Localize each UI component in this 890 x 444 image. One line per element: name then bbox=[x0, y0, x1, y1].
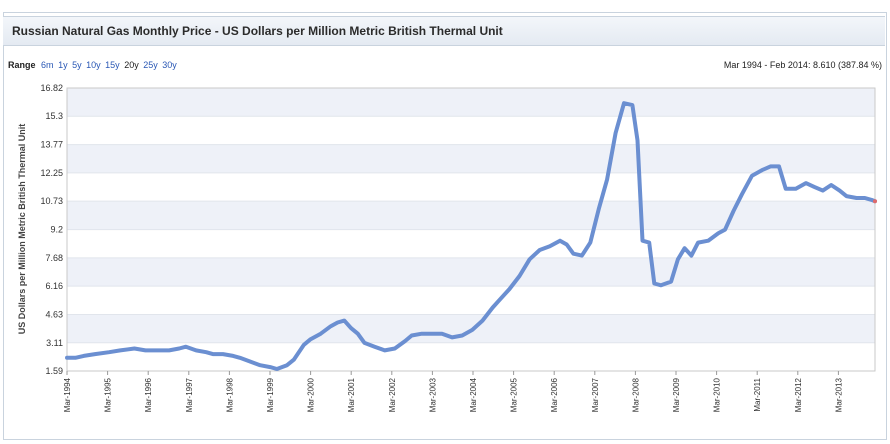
y-tick-label: 9.2 bbox=[50, 225, 63, 235]
x-tick-label: Mar-1997 bbox=[185, 377, 194, 412]
x-tick-label: Mar-2001 bbox=[347, 377, 356, 412]
range-selector: Range 6m 1y 5y 10y 15y 20y 25y 30y bbox=[8, 60, 179, 70]
plot-area bbox=[66, 87, 876, 372]
y-tick-label: 10.73 bbox=[40, 196, 63, 206]
y-tick-label: 13.77 bbox=[40, 140, 63, 150]
series-points bbox=[66, 103, 877, 370]
last-point-marker bbox=[873, 199, 877, 204]
x-tick-label: Mar-2006 bbox=[550, 377, 559, 412]
x-tick-label: Mar-2011 bbox=[753, 377, 762, 411]
x-tick-label: Mar-1999 bbox=[266, 377, 275, 412]
x-tick-label: Mar-2004 bbox=[469, 377, 478, 412]
x-tick-label: Mar-2007 bbox=[591, 377, 600, 412]
range-25y[interactable]: 25y bbox=[143, 60, 158, 70]
range-6m[interactable]: 6m bbox=[41, 60, 54, 70]
x-tick-label: Mar-1994 bbox=[63, 377, 72, 412]
range-summary: Mar 1994 - Feb 2014: 8.610 (387.84 %) bbox=[723, 60, 882, 70]
x-axis-ticks: Mar-1994 Mar-1995 Mar-1996 Mar-1997 Mar-1998… bbox=[63, 371, 843, 412]
x-tick-label: Mar-2002 bbox=[388, 377, 397, 412]
range-1y[interactable]: 1y bbox=[58, 60, 68, 70]
x-tick-label: Mar-2010 bbox=[713, 377, 722, 412]
x-tick-label: Mar-2000 bbox=[307, 377, 316, 412]
x-tick-label: Mar-2003 bbox=[428, 377, 437, 412]
y-tick-label: 3.11 bbox=[46, 338, 63, 348]
grid-band bbox=[67, 257, 875, 287]
y-axis-ticks: 1.59 3.11 4.63 6.16 7.68 9.2 10.73 12.25 13.77 15… bbox=[40, 83, 63, 376]
y-tick-label: 12.25 bbox=[40, 168, 63, 178]
range-20y[interactable]: 20y bbox=[124, 60, 139, 70]
range-10y[interactable]: 10y bbox=[86, 60, 101, 70]
range-30y[interactable]: 30y bbox=[162, 60, 177, 70]
grid-band bbox=[67, 88, 875, 117]
y-tick-label: 16.82 bbox=[40, 83, 63, 93]
x-tick-label: Mar-1996 bbox=[144, 377, 153, 412]
chart-bands bbox=[67, 88, 875, 343]
range-15y[interactable]: 15y bbox=[105, 60, 120, 70]
y-tick-label: 7.68 bbox=[45, 253, 63, 263]
grid-band bbox=[67, 144, 875, 173]
grid-band bbox=[67, 201, 875, 230]
x-tick-label: Mar-2012 bbox=[794, 377, 803, 412]
x-tick-label: Mar-2009 bbox=[672, 377, 681, 412]
range-5y[interactable]: 5y bbox=[72, 60, 82, 70]
x-tick-label: Mar-2005 bbox=[510, 377, 519, 412]
title-bar: Russian Natural Gas Monthly Price - US D… bbox=[3, 16, 885, 46]
x-tick-label: Mar-1995 bbox=[104, 377, 113, 412]
x-tick-label: Mar-2008 bbox=[631, 377, 640, 412]
y-tick-label: 15.3 bbox=[45, 111, 63, 121]
page-title: Russian Natural Gas Monthly Price - US D… bbox=[12, 24, 503, 38]
y-tick-label: 6.16 bbox=[45, 281, 63, 291]
x-tick-label: Mar-2013 bbox=[834, 377, 843, 412]
range-label: Range bbox=[8, 60, 36, 70]
x-tick-label: Mar-1998 bbox=[225, 377, 234, 412]
y-tick-label: 4.63 bbox=[45, 310, 63, 320]
y-axis-label: US Dollars per Million Metric British Th… bbox=[17, 124, 27, 335]
y-tick-label: 1.59 bbox=[45, 366, 63, 376]
